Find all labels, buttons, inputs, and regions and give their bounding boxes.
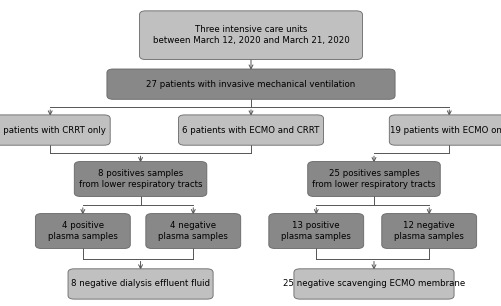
Text: 4 negative
plasma samples: 4 negative plasma samples bbox=[158, 221, 228, 241]
Text: 19 patients with ECMO only: 19 patients with ECMO only bbox=[389, 125, 501, 135]
Text: 2 patients with CRRT only: 2 patients with CRRT only bbox=[0, 125, 105, 135]
FancyBboxPatch shape bbox=[139, 11, 362, 59]
FancyBboxPatch shape bbox=[0, 115, 110, 145]
FancyBboxPatch shape bbox=[107, 69, 394, 99]
Text: 12 negative
plasma samples: 12 negative plasma samples bbox=[393, 221, 463, 241]
Text: 8 positives samples
from lower respiratory tracts: 8 positives samples from lower respirato… bbox=[79, 169, 202, 189]
Text: 25 negative scavenging ECMO membrane: 25 negative scavenging ECMO membrane bbox=[282, 279, 464, 289]
Text: 4 positive
plasma samples: 4 positive plasma samples bbox=[48, 221, 118, 241]
Text: 8 negative dialysis effluent fluid: 8 negative dialysis effluent fluid bbox=[71, 279, 209, 289]
FancyBboxPatch shape bbox=[178, 115, 323, 145]
FancyBboxPatch shape bbox=[269, 214, 363, 248]
FancyBboxPatch shape bbox=[381, 214, 476, 248]
Text: Three intensive care units
between March 12, 2020 and March 21, 2020: Three intensive care units between March… bbox=[152, 25, 349, 45]
FancyBboxPatch shape bbox=[74, 162, 206, 196]
FancyBboxPatch shape bbox=[145, 214, 240, 248]
Text: 25 positives samples
from lower respiratory tracts: 25 positives samples from lower respirat… bbox=[312, 169, 435, 189]
Text: 13 positive
plasma samples: 13 positive plasma samples bbox=[281, 221, 351, 241]
FancyBboxPatch shape bbox=[35, 214, 130, 248]
FancyBboxPatch shape bbox=[307, 162, 439, 196]
FancyBboxPatch shape bbox=[68, 269, 213, 299]
FancyBboxPatch shape bbox=[294, 269, 453, 299]
FancyBboxPatch shape bbox=[389, 115, 501, 145]
Text: 27 patients with invasive mechanical ventilation: 27 patients with invasive mechanical ven… bbox=[146, 80, 355, 89]
Text: 6 patients with ECMO and CRRT: 6 patients with ECMO and CRRT bbox=[182, 125, 319, 135]
